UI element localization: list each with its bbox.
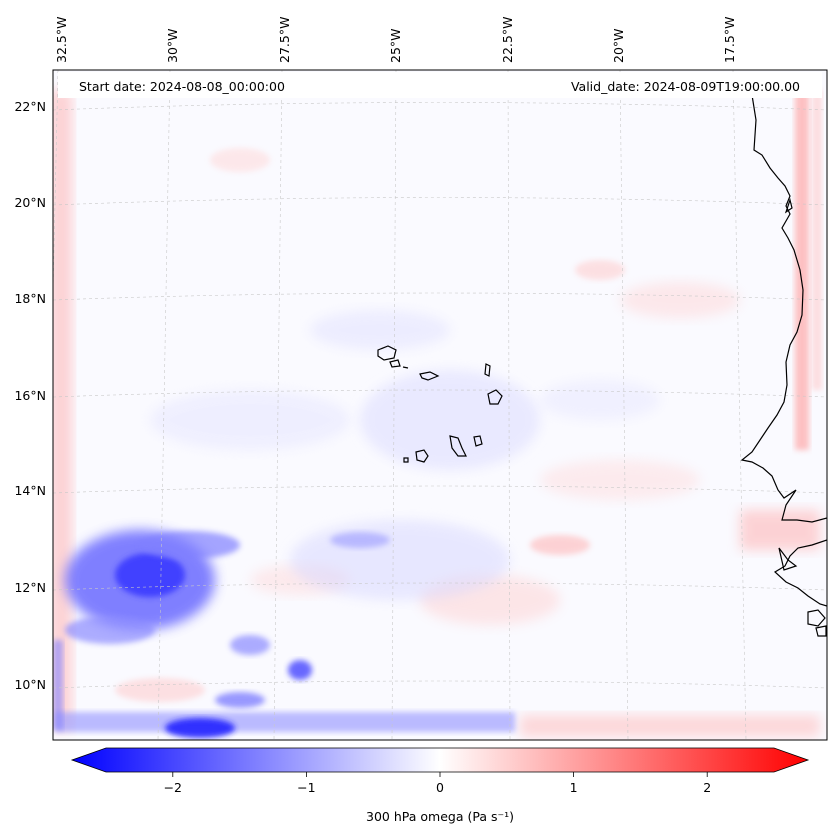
colorbar-tick-label: −2 <box>164 780 182 795</box>
field-red-south-band <box>520 715 820 737</box>
colorbar-tick-label: 0 <box>436 780 444 795</box>
island-coast <box>815 625 827 637</box>
colorbar-tick-label: −1 <box>297 780 315 795</box>
lon-label: 32.5°W <box>54 17 69 63</box>
island-fogo <box>415 449 429 463</box>
island-maio <box>473 435 483 447</box>
lat-label: 10°N <box>14 677 46 692</box>
colorbar: −2 −1 0 1 2 300 hPa omega (Pa s⁻¹) <box>70 747 810 824</box>
field-blue-cluster <box>65 616 155 644</box>
field-red-patch <box>540 460 700 500</box>
lon-label: 27.5°W <box>277 17 292 63</box>
field-red-east-streak-2 <box>812 90 822 390</box>
island-santo-antao <box>377 345 397 361</box>
coastline <box>377 94 827 637</box>
lat-label: 14°N <box>14 483 46 498</box>
lat-label: 16°N <box>14 388 46 403</box>
field-blue-patch <box>310 310 450 350</box>
valid-date-label: Valid_date: 2024-08-09T19:00:00.00 <box>571 79 800 94</box>
island-boa-vista <box>487 389 503 405</box>
field-red-east-lower <box>740 510 820 550</box>
graticule <box>53 70 827 740</box>
lon-label: 22.5°W <box>500 17 515 63</box>
lon-label: 17.5°W <box>722 17 737 63</box>
field-red-patch <box>115 678 205 702</box>
colorbar-bar <box>70 747 810 773</box>
field-blue-cluster <box>330 532 390 548</box>
latitude-labels: 22°N 20°N 18°N 16°N 14°N 12°N 10°N <box>14 99 46 692</box>
colorbar-ticks: −2 −1 0 1 2 <box>164 772 711 795</box>
colorbar-label: 300 hPa omega (Pa s⁻¹) <box>366 809 514 824</box>
island-brava <box>403 457 409 463</box>
island-coast <box>778 547 798 571</box>
island-sao-nicolau <box>419 371 440 381</box>
field-blue-patch <box>360 370 540 470</box>
island-santiago <box>449 435 467 457</box>
africa-coast <box>740 94 827 523</box>
field-blue-patch <box>290 520 510 600</box>
header-strip <box>58 72 822 98</box>
field-red-patch <box>620 282 740 318</box>
map-panel: Start date: 2024-08-08_00:00:00 Valid_da… <box>52 69 828 741</box>
longitude-labels: 32.5°W 30°W 27.5°W 25°W 22.5°W 20°W 17.5… <box>54 17 737 63</box>
start-date-label: Start date: 2024-08-08_00:00:00 <box>79 79 285 94</box>
lat-label: 22°N <box>14 99 46 114</box>
field-red-patch <box>210 148 270 172</box>
field-blue-cluster <box>288 660 312 680</box>
field-blue-patch <box>540 380 660 420</box>
island-sal <box>484 363 491 377</box>
field-blue-south-band <box>55 712 515 732</box>
map-frame <box>52 69 828 741</box>
lat-label: 18°N <box>14 291 46 306</box>
field-red-patch <box>530 535 590 555</box>
island-coast <box>807 609 826 627</box>
island-santa-luzia <box>402 366 409 369</box>
colorbar-tick-label: 2 <box>703 780 711 795</box>
field-blue-west-edge <box>53 640 63 730</box>
field-blue-cluster <box>230 635 270 655</box>
africa-coast-south <box>773 539 827 607</box>
field-blue-patch <box>150 390 350 450</box>
lon-label: 25°W <box>388 28 403 63</box>
colorbar-tick-label: 1 <box>570 780 578 795</box>
field-red-patch <box>575 260 625 280</box>
lon-label: 30°W <box>165 28 180 63</box>
field-blue-cluster-core <box>115 553 185 597</box>
island-coast <box>784 197 793 214</box>
lon-label: 20°W <box>611 28 626 63</box>
field-red-east-streak <box>795 90 809 450</box>
field-blue-south-core <box>165 718 235 738</box>
island-sao-vicente <box>389 359 401 368</box>
omega-field <box>53 90 822 738</box>
field-blue-cluster <box>140 531 240 559</box>
lat-label: 20°N <box>14 195 46 210</box>
lat-label: 12°N <box>14 580 46 595</box>
field-blue-cluster <box>215 692 265 708</box>
